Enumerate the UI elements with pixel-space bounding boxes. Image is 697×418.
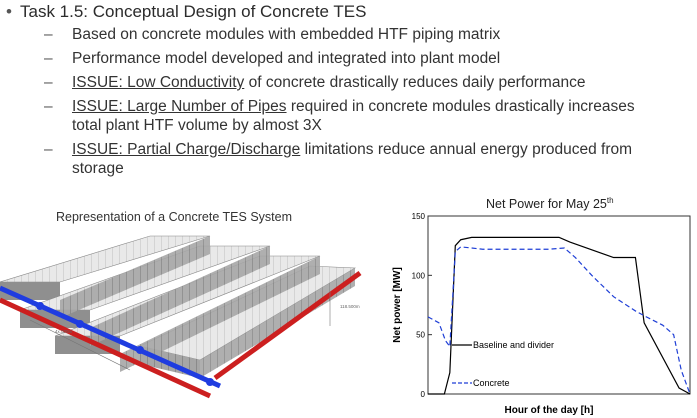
- net-power-chart: 0 50 100 150 Net power [MW] Hour of the day…: [392, 212, 691, 416]
- y-tick-label: 100: [412, 271, 426, 280]
- module-side: [200, 268, 355, 378]
- x-axis-label: Hour of the day [h]: [505, 405, 594, 416]
- issue-label: ISSUE: Partial Charge/Discharge: [72, 141, 301, 158]
- bullet-dot-icon: •: [6, 2, 12, 21]
- bullet-1-text: Based on concrete modules with embedded …: [72, 26, 501, 43]
- bullet-3-text: of concrete drastically reduces daily pe…: [244, 74, 586, 91]
- slide-title: • Task 1.5: Conceptual Design of Concrete…: [6, 2, 366, 22]
- dim-label-width: 118.500m: [340, 304, 360, 309]
- y-tick-label: 50: [416, 331, 425, 340]
- red-pipe-side: [213, 270, 362, 381]
- legend: Baseline and divider Concrete: [452, 340, 554, 388]
- bullet-4-text: required in concrete modules drastically…: [286, 98, 635, 115]
- dash-icon: –: [44, 74, 53, 91]
- module-side: [60, 236, 210, 318]
- module-side: [90, 246, 270, 346]
- chart-title-sup: th: [606, 196, 614, 205]
- y-tick-label: 150: [412, 212, 426, 221]
- y-tick-label: 0: [421, 390, 426, 399]
- dash-icon: –: [44, 141, 53, 158]
- series-line-concrete: [427, 246, 691, 395]
- legend-label-concrete: Concrete: [473, 378, 510, 388]
- dash-icon: –: [44, 98, 53, 115]
- bullet-4-line2: total plant HTF volume by almost 3X: [72, 117, 322, 134]
- y-axis-label: Net power [MW]: [392, 267, 403, 343]
- bullet-2-text: Performance model developed and integrat…: [72, 50, 501, 67]
- figure-caption: Representation of a Concrete TES System: [56, 210, 292, 224]
- chart-title: Net Power for May 25th: [486, 196, 614, 211]
- dash-icon: –: [44, 26, 53, 43]
- bullet-5-line2: storage: [72, 160, 124, 177]
- concrete-tes-illustration: 118.500m 4x.000m: [0, 235, 362, 399]
- issue-label: ISSUE: Low Conductivity: [72, 74, 245, 91]
- legend-label-baseline: Baseline and divider: [473, 340, 554, 350]
- issue-label: ISSUE: Large Number of Pipes: [72, 98, 287, 115]
- red-pipe: [0, 297, 212, 399]
- chart-title-text: Net Power for May 25: [486, 197, 607, 212]
- plot-area: [427, 215, 691, 395]
- series-line-baseline: [428, 236, 691, 395]
- module-side: [120, 256, 320, 372]
- dim-label-length: 4x.000m: [55, 329, 73, 334]
- bullet-5-text: limitations reduce annual energy produce…: [300, 141, 633, 158]
- dash-icon: –: [44, 50, 53, 67]
- slide-title-text: Task 1.5: Conceptual Design of Concrete …: [20, 2, 367, 21]
